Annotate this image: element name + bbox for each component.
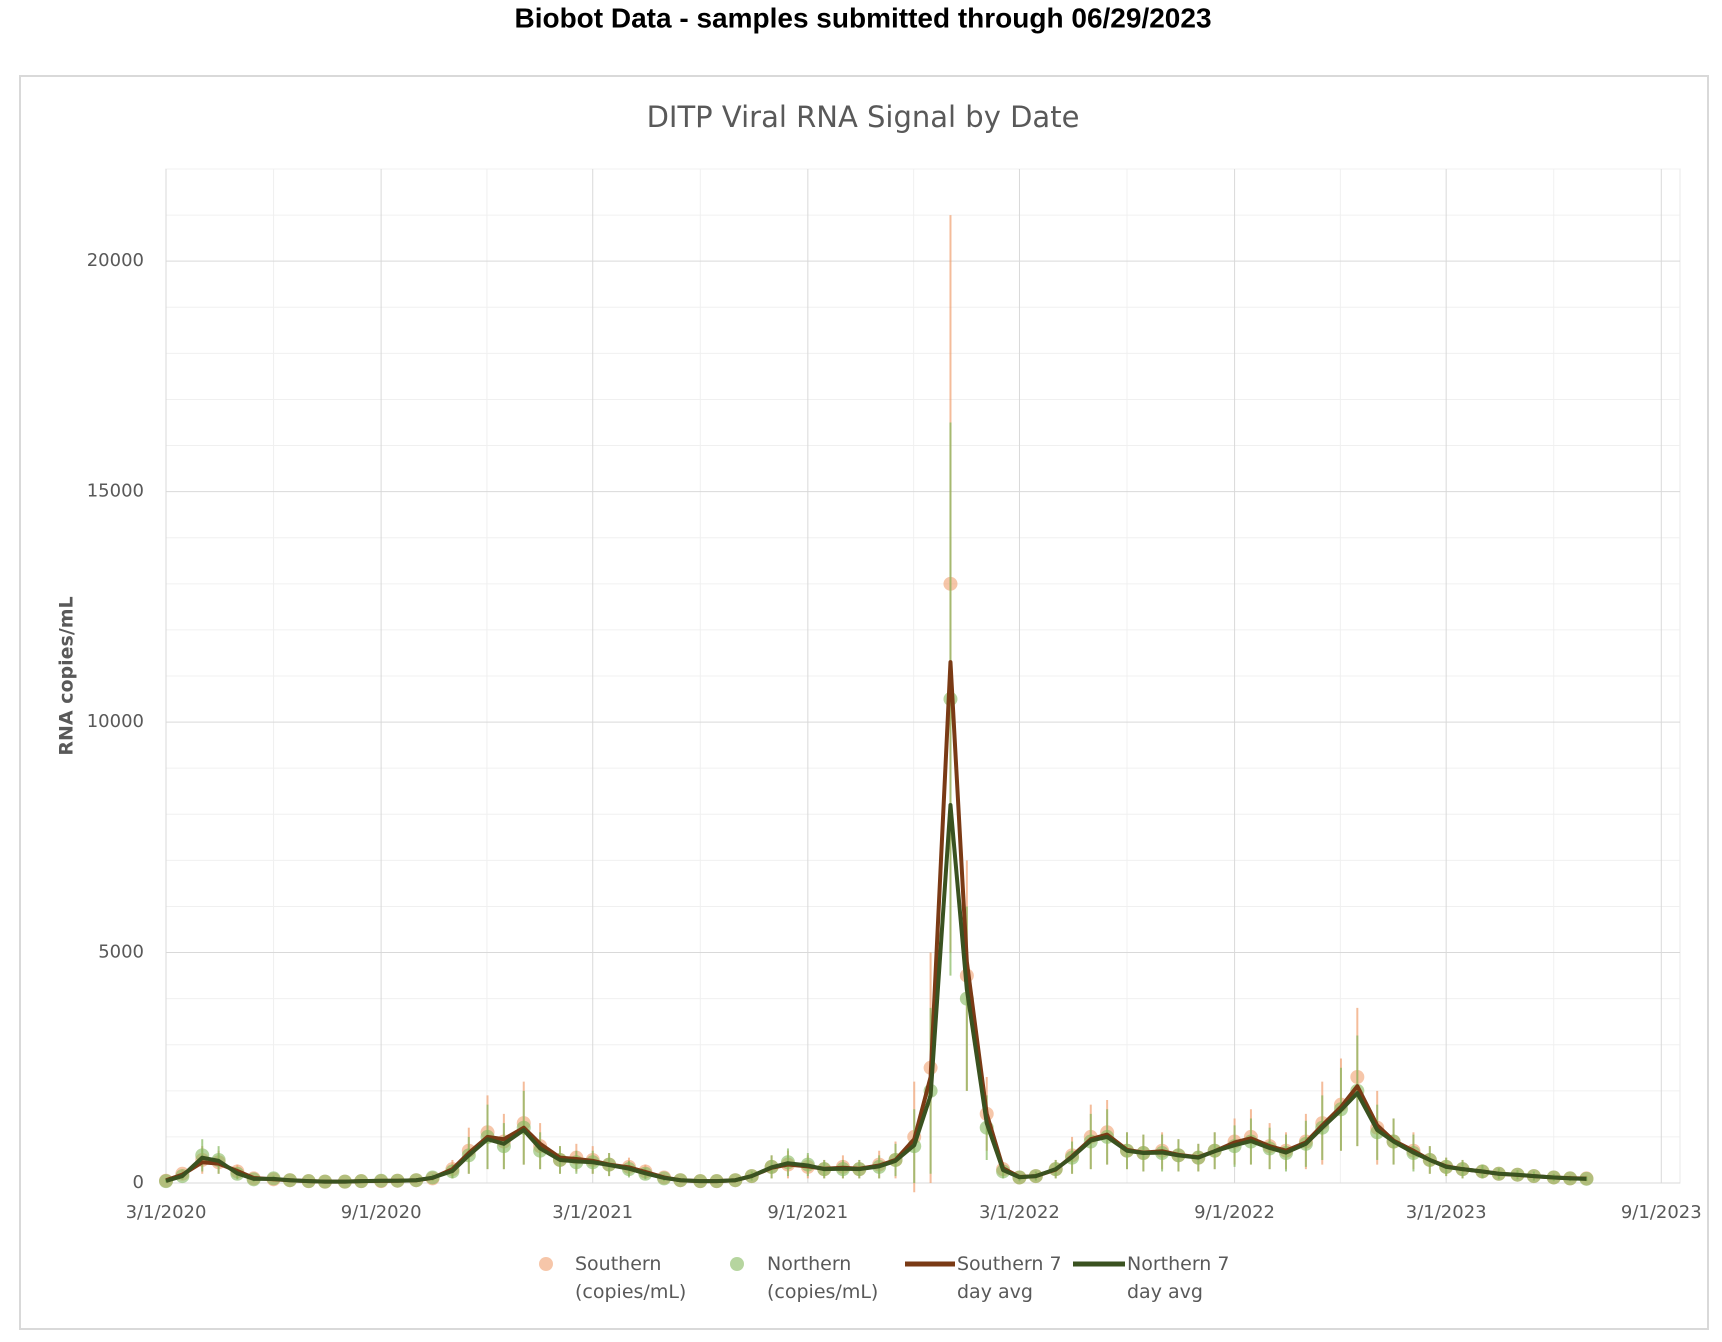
legend-label: Southern 7 day avg	[957, 1253, 1062, 1303]
x-tick-label: 3/1/2022	[979, 1202, 1060, 1223]
chart-frame	[19, 75, 1709, 1330]
legend-swatch	[730, 1257, 744, 1271]
x-tick-label: 3/1/2020	[126, 1202, 207, 1223]
avg-line	[165, 803, 1587, 1184]
y-axis-label: RNA copies/mL	[56, 596, 78, 755]
legend-label: Northern (copies/mL)	[767, 1253, 879, 1303]
plot	[159, 215, 1594, 1193]
x-tick-label: 9/1/2023	[1621, 1202, 1702, 1223]
x-tick-label: 3/1/2021	[552, 1202, 633, 1223]
y-tick-label: 10000	[87, 711, 144, 732]
legend-label: Southern (copies/mL)	[575, 1253, 687, 1303]
grid: 0 5000 10000 15000 20000 3/1/2020 9/1/2020 3/1/…	[87, 168, 1702, 1223]
y-tick-label: 15000	[87, 481, 144, 502]
x-tick-label: 3/1/2023	[1406, 1202, 1487, 1223]
page-title: Biobot Data - samples submitted through …	[514, 2, 1211, 33]
y-tick-label: 0	[133, 1172, 144, 1193]
x-tick-label: 9/1/2020	[341, 1202, 422, 1223]
legend-label: Northern 7 day avg	[1127, 1253, 1230, 1303]
legend-swatch	[539, 1257, 553, 1271]
y-tick-label: 20000	[87, 250, 144, 271]
x-tick-label: 9/1/2022	[1194, 1202, 1275, 1223]
y-tick-label: 5000	[98, 942, 144, 963]
x-tick-label: 9/1/2021	[767, 1202, 848, 1223]
chart-title: DITP Viral RNA Signal by Date	[647, 100, 1080, 134]
